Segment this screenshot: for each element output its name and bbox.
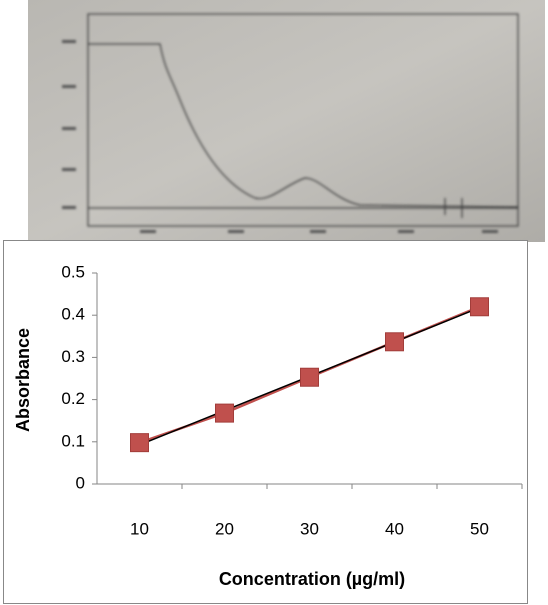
x-tick-label: 20 [215,519,234,538]
marker [216,404,234,422]
y-tick-label: 0.5 [61,262,85,281]
y-tick-label: 0.3 [61,347,85,366]
page: {"chart_data": {"type": "line", "x_label… [0,0,548,605]
x-tick-label: 40 [385,519,404,538]
x-tick-label: 30 [300,519,319,538]
marker [301,368,319,386]
y-tick-label: 0.1 [61,431,85,450]
marker [471,298,489,316]
x-tick-label: 50 [470,519,489,538]
y-tick-label: 0.4 [61,305,85,324]
y-axis-title: Absorbance [13,328,33,432]
y-tick-label: 0 [76,473,85,492]
marker [386,333,404,351]
x-axis-title: Concentration (µg/ml) [219,569,405,589]
y-tick-label: 0.2 [61,389,85,408]
chart: Concentration (µg/ml) Absorbance 0 0.1 0.2… [0,0,548,605]
marker [131,434,149,452]
x-tick-label: 10 [130,519,149,538]
chart-border [4,241,528,604]
